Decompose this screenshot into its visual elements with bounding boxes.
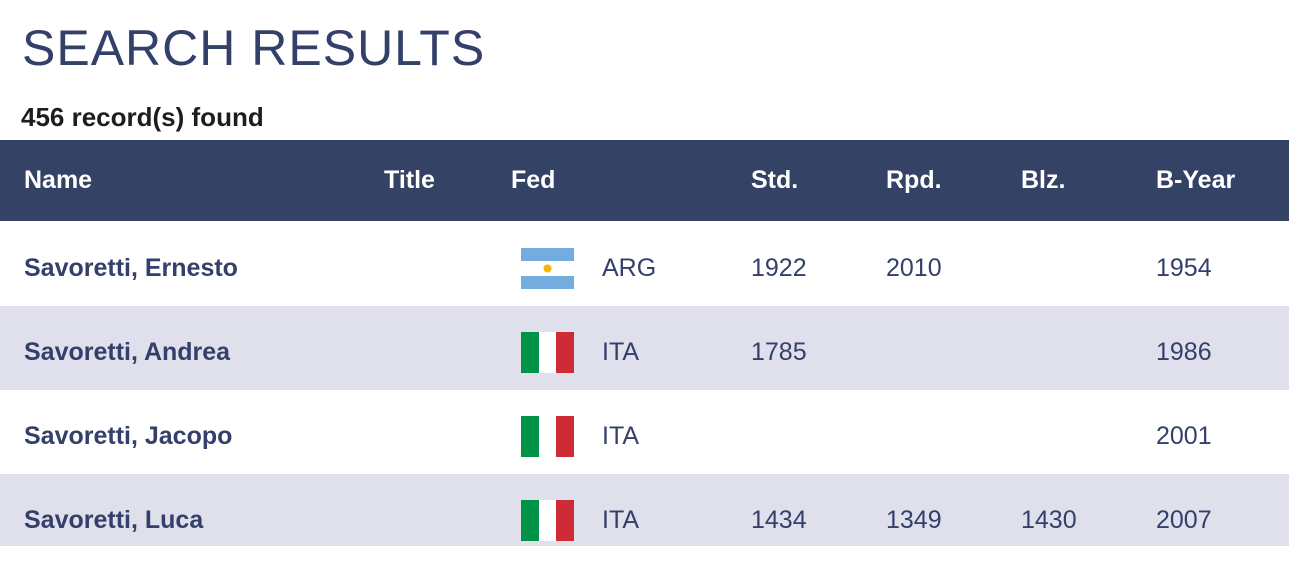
table-cell: 2010 [886, 254, 942, 282]
column-header: Fed [511, 166, 556, 194]
flag [521, 500, 574, 541]
flag [521, 332, 574, 373]
table-cell: 2001 [1156, 422, 1212, 450]
column-header: Std. [751, 166, 799, 194]
column-header: B-Year [1156, 166, 1236, 194]
column-header: Rpd. [886, 166, 942, 194]
column-header: Title [384, 166, 435, 194]
player-name: Savoretti, Jacopo [24, 422, 233, 450]
flag [521, 248, 574, 289]
table-row[interactable]: Savoretti, Andrea ITA 1785 1986 [0, 306, 1289, 390]
table-cell: 1349 [886, 506, 942, 534]
flag [521, 416, 574, 457]
table-cell: 1430 [1021, 506, 1077, 534]
table-cell: 1986 [1156, 338, 1212, 366]
table-row[interactable]: Savoretti, Ernesto ARG 1922 2010 1954 [0, 222, 1289, 306]
table-cell: 1434 [751, 506, 807, 534]
table-cell: 1785 [751, 338, 807, 366]
record-count: 456 record(s) found [21, 102, 264, 132]
player-name: Savoretti, Ernesto [24, 254, 238, 282]
table-cell: 2007 [1156, 506, 1212, 534]
column-header: Name [24, 166, 93, 194]
table-row[interactable]: Savoretti, Jacopo ITA 2001 [0, 390, 1289, 474]
table-cell: ITA [602, 338, 640, 366]
page-title: SEARCH RESULTS [22, 20, 486, 76]
table-cell: 1922 [751, 254, 807, 282]
player-name: Savoretti, Luca [24, 506, 204, 534]
table-cell: ARG [602, 254, 657, 282]
page: SEARCH RESULTS 456 record(s) found Name T… [0, 20, 1289, 546]
table-row[interactable]: Savoretti, Luca ITA 1434 1349 1430 2007 [0, 474, 1289, 546]
table-cell: ITA [602, 422, 640, 450]
table-cell: 1954 [1156, 254, 1212, 282]
column-header: Blz. [1021, 166, 1066, 194]
table-cell: ITA [602, 506, 640, 534]
table-header: Name Title Fed Std. Rpd. Blz. B-Year [0, 140, 1289, 221]
player-name: Savoretti, Andrea [24, 338, 231, 366]
